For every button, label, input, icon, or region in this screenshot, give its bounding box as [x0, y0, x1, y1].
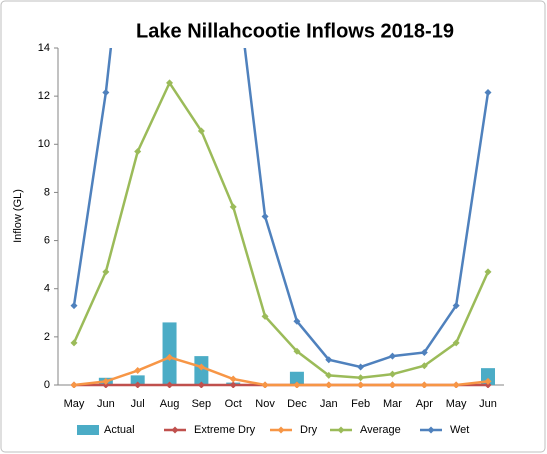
legend-label: Average	[360, 424, 401, 436]
x-tick-label: May	[446, 398, 467, 410]
y-tick-label: 6	[44, 234, 50, 246]
y-tick-label: 8	[44, 186, 50, 198]
y-tick-label: 4	[44, 283, 50, 295]
marker	[357, 381, 365, 388]
marker	[325, 356, 333, 364]
marker	[357, 374, 365, 382]
x-tick-label: Aug	[160, 398, 180, 410]
marker	[229, 381, 237, 388]
y-tick-label: 14	[38, 42, 50, 54]
legend-swatch	[77, 425, 99, 435]
x-tick-label: Nov	[255, 398, 275, 410]
marker	[325, 381, 333, 388]
x-tick-label: Dec	[287, 398, 307, 410]
legend-label: Dry	[300, 424, 318, 436]
marker	[166, 79, 174, 87]
legend-label: Actual	[104, 424, 135, 436]
y-axis-label: Inflow (GL)	[12, 189, 24, 243]
x-tick-label: Oct	[225, 398, 242, 410]
marker	[452, 339, 460, 347]
y-tick-label: 2	[44, 331, 50, 343]
chart-title: Lake Nillahcootie Inflows 2018-19	[136, 20, 454, 42]
bar	[130, 375, 145, 385]
marker	[420, 381, 428, 388]
marker	[134, 381, 142, 388]
marker	[102, 89, 110, 97]
marker	[134, 148, 142, 156]
marker	[484, 89, 492, 97]
marker	[261, 312, 269, 320]
marker	[70, 302, 78, 310]
marker	[197, 381, 205, 388]
legend-marker	[277, 426, 285, 434]
line	[72, 48, 490, 369]
marker	[420, 362, 428, 370]
y-tick-label: 12	[38, 90, 50, 102]
marker	[166, 353, 174, 361]
marker	[261, 213, 269, 220]
x-tick-label: May	[64, 398, 85, 410]
marker	[229, 375, 237, 383]
marker	[388, 352, 396, 360]
plot-area	[70, 48, 495, 388]
marker	[229, 203, 237, 211]
legend-marker	[337, 426, 345, 434]
marker	[388, 381, 396, 388]
legend-label: Wet	[450, 424, 469, 436]
marker	[452, 302, 460, 310]
marker	[70, 339, 78, 347]
legend-label: Extreme Dry	[194, 424, 256, 436]
x-tick-label: Apr	[416, 398, 433, 410]
marker	[484, 268, 492, 276]
marker	[293, 347, 301, 355]
legend-marker	[171, 426, 179, 434]
marker	[166, 381, 174, 388]
x-tick-label: Jun	[97, 398, 115, 410]
marker	[70, 381, 78, 388]
bar	[194, 356, 209, 385]
line	[72, 80, 490, 380]
marker	[134, 367, 142, 375]
x-tick-label: Feb	[351, 398, 370, 410]
marker	[197, 363, 205, 371]
x-tick-label: Jun	[479, 398, 497, 410]
marker	[197, 127, 205, 135]
marker	[325, 371, 333, 379]
marker	[484, 377, 492, 385]
marker	[357, 363, 365, 371]
line	[73, 355, 489, 387]
y-tick-label: 10	[38, 138, 50, 150]
marker	[293, 317, 301, 325]
marker	[102, 268, 110, 276]
legend-marker	[427, 426, 435, 434]
y-tick-label: 0	[44, 379, 50, 391]
x-tick-label: Mar	[383, 398, 402, 410]
x-tick-label: Jan	[320, 398, 338, 410]
x-tick-label: Sep	[192, 398, 212, 410]
marker	[261, 381, 269, 388]
marker	[388, 370, 396, 378]
marker	[452, 381, 460, 388]
marker	[293, 381, 301, 388]
marker	[102, 377, 110, 385]
bar	[162, 322, 177, 385]
bar	[289, 371, 304, 385]
x-tick-label: Jul	[131, 398, 145, 410]
marker	[420, 349, 428, 357]
